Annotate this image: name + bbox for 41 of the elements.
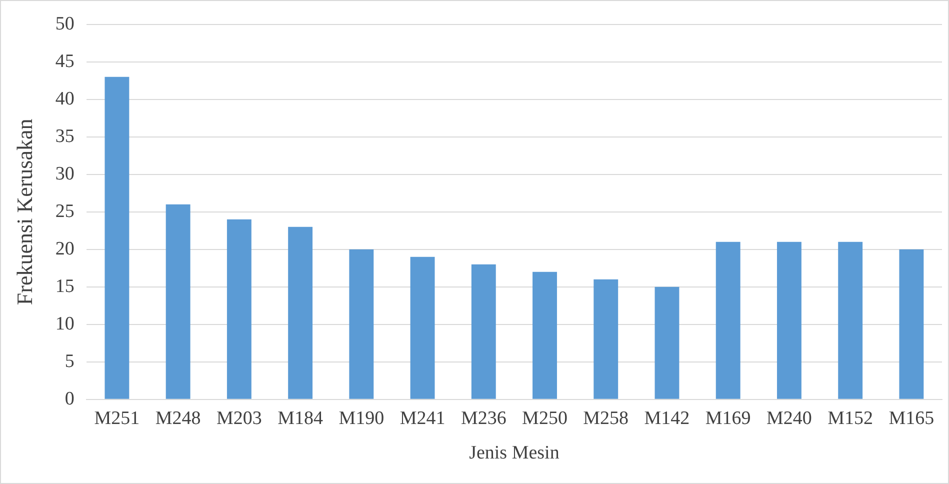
x-tick-label: M248 [155,408,201,429]
bar [349,249,374,399]
x-tick-label: M169 [705,408,751,429]
bar [716,242,740,399]
y-tick-label: 45 [55,50,74,72]
x-tick-label: M165 [888,408,934,429]
bar [532,272,557,399]
x-tick-label: M152 [828,408,874,429]
x-tick-label: M258 [583,408,629,429]
x-tick-label: M190 [338,408,384,429]
y-tick-label: 35 [55,126,74,147]
x-tick-label: M203 [216,408,262,429]
x-tick-label: M236 [460,408,506,429]
x-axis-title: Jenis Mesin [469,442,560,464]
y-tick-label: 5 [64,350,74,372]
bar [166,204,190,399]
y-tick-label: 20 [55,238,74,260]
bar [838,242,863,399]
y-tick-label: 0 [64,388,74,410]
bar [410,256,435,399]
bar [288,226,313,399]
bar [899,249,924,399]
y-axis-title: Frekuensi Kerusakan [12,118,37,306]
bar [471,264,496,399]
bar [104,76,130,399]
x-tick-label: M142 [644,408,690,429]
y-tick-label: 40 [55,88,74,110]
x-tick-label: M241 [400,408,446,429]
bar [226,219,252,399]
bar [776,242,802,399]
x-tick-label: M240 [766,408,812,429]
bar [654,286,680,399]
y-tick-label: 15 [55,276,74,297]
x-tick-label: M250 [522,408,568,429]
x-tick-label: M251 [94,408,140,429]
y-tick-label: 25 [55,200,74,222]
bar [594,279,618,399]
x-tick-label: M184 [278,408,324,429]
y-tick-label: 30 [55,163,74,184]
y-tick-label: 50 [55,13,74,34]
y-tick-label: 10 [55,313,74,334]
